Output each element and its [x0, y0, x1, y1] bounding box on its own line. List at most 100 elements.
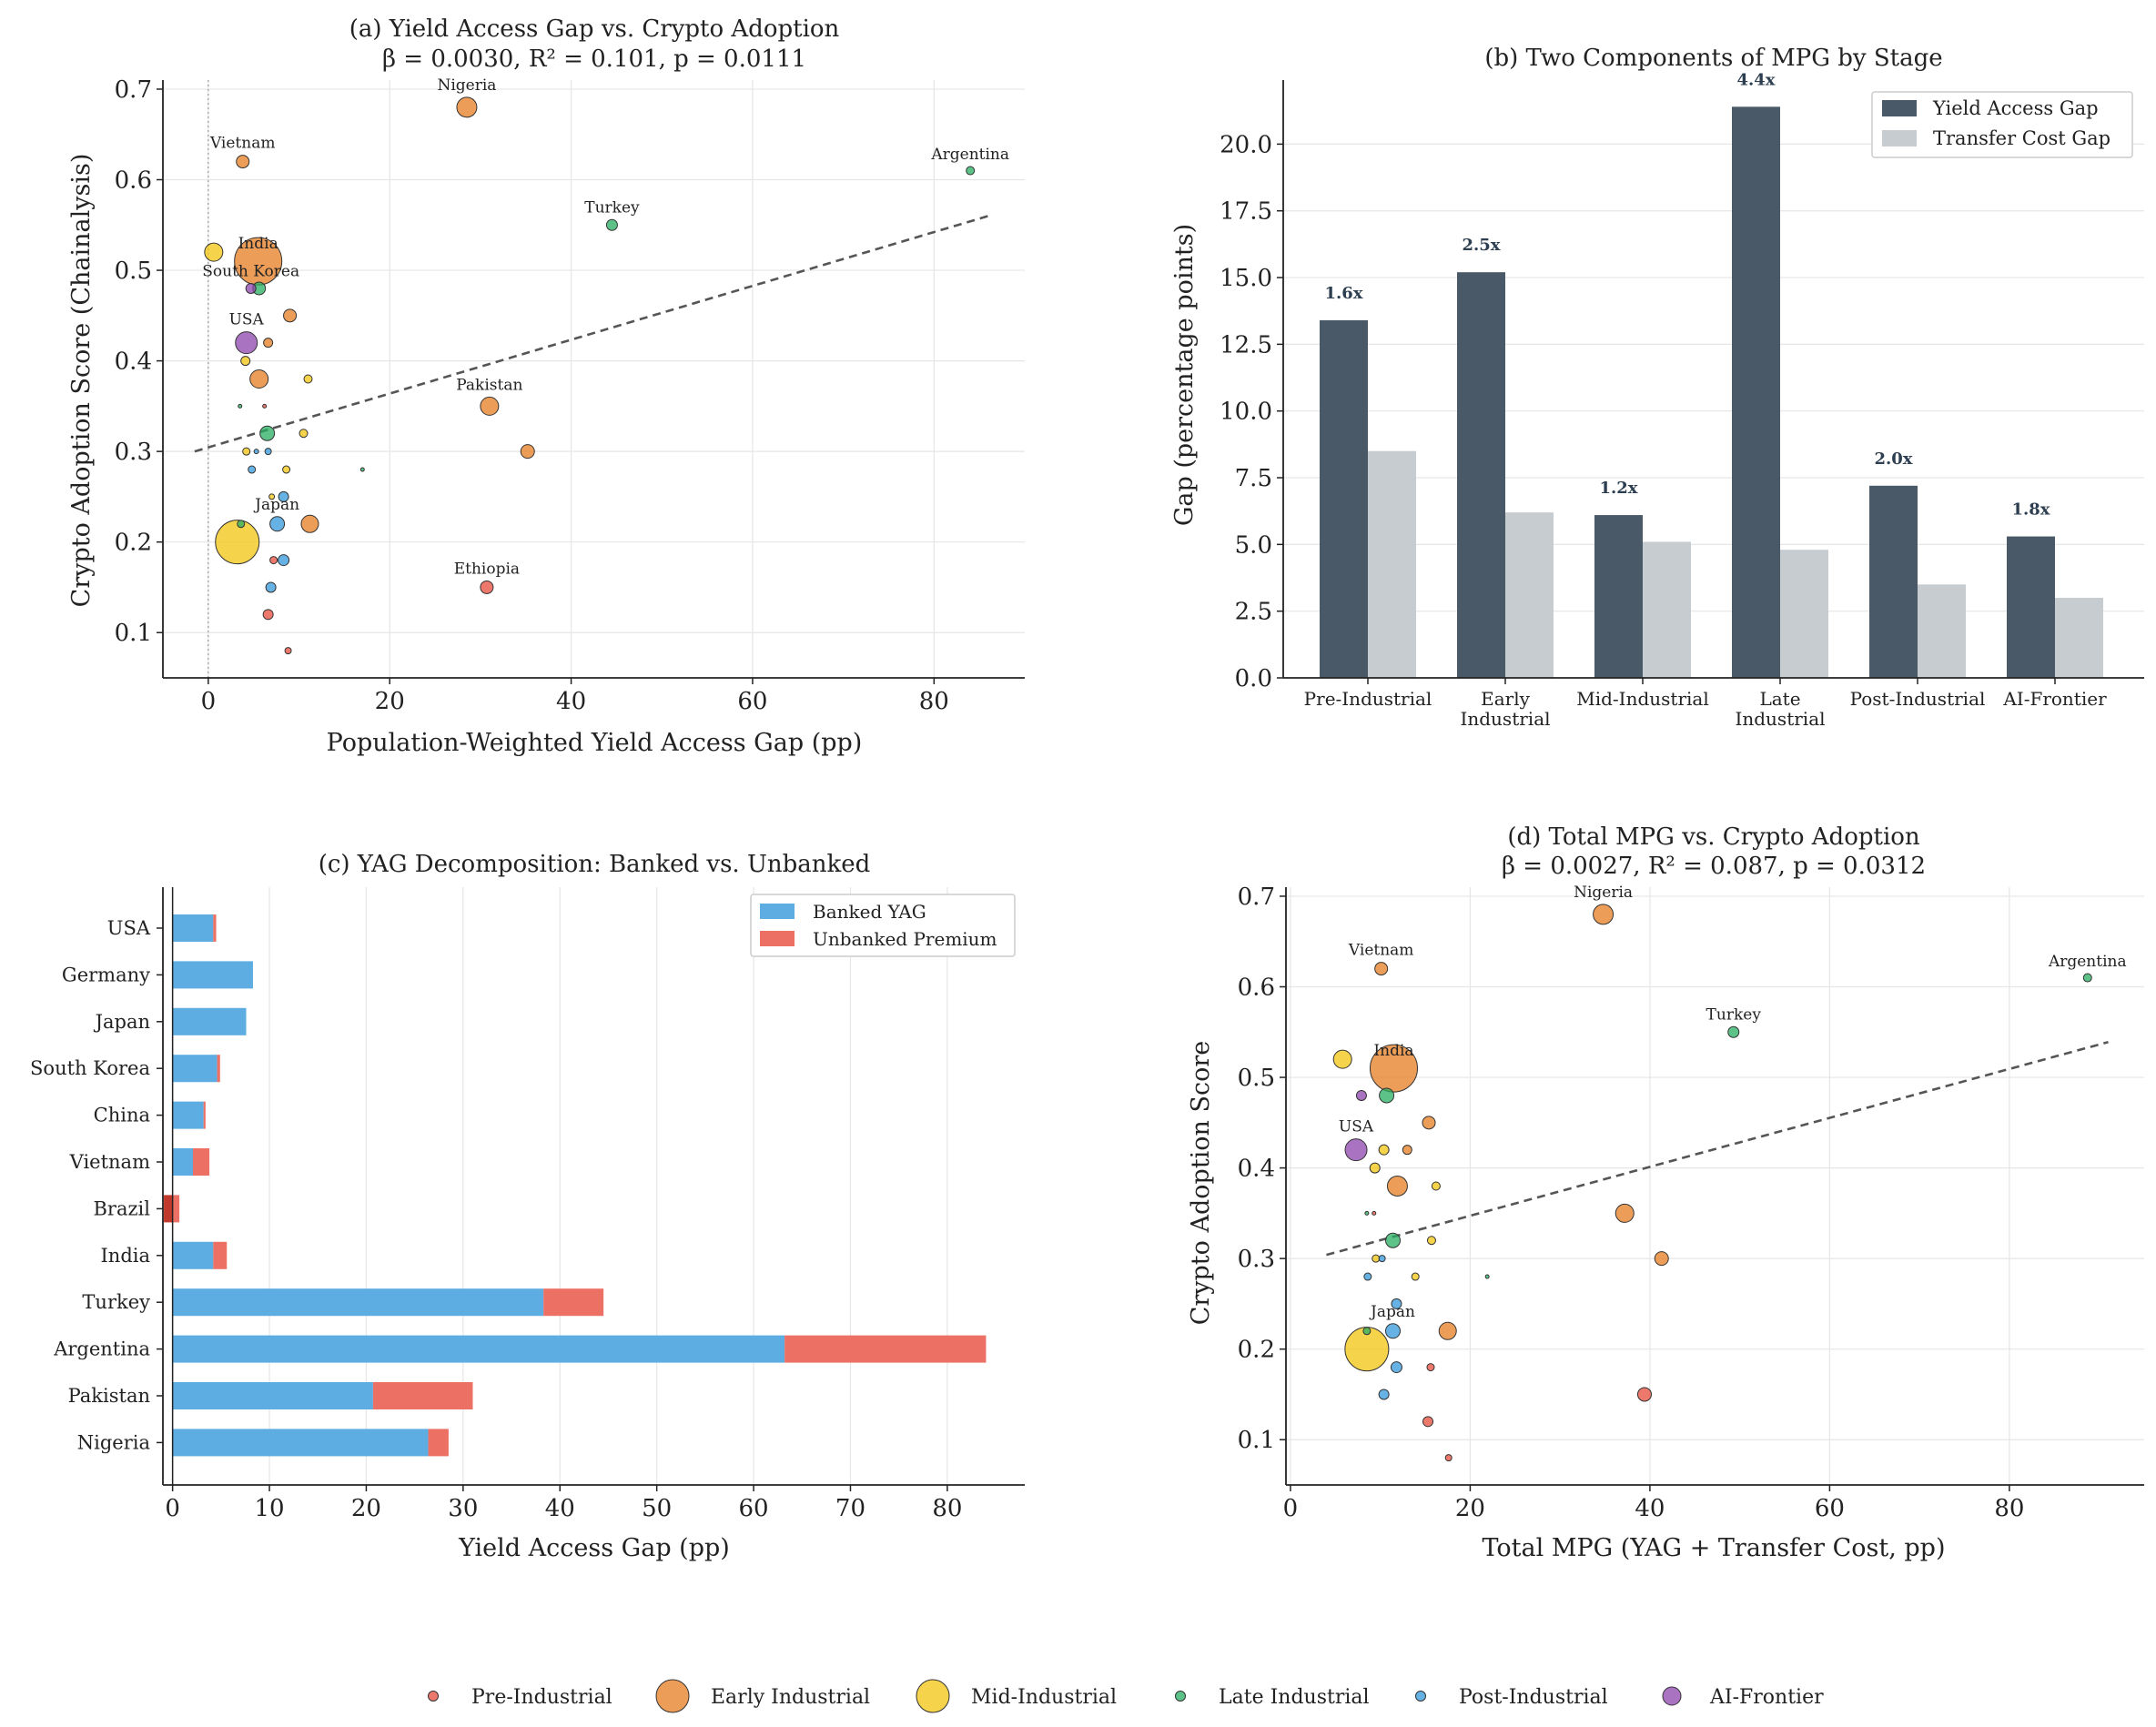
bar-banked-yag-india — [172, 1241, 214, 1269]
point-pakistan — [480, 396, 500, 416]
y-tick-label: 0.3 — [1238, 1246, 1275, 1273]
bar-banked-yag-pakistan — [172, 1382, 373, 1409]
point-late-industrial — [1364, 1210, 1370, 1216]
y-tick-label: South Korea — [30, 1057, 150, 1079]
point-india — [1369, 1044, 1418, 1093]
y-tick-label: 17.5 — [1220, 198, 1272, 226]
point-label-turkey: Turkey — [1706, 1005, 1762, 1024]
panel-d: (d) Total MPG vs. Crypto Adoption β = 0.… — [1187, 823, 2144, 1562]
point-pre-industrial — [1636, 1387, 1652, 1402]
y-tick-label: 0.5 — [115, 258, 152, 285]
point-usa — [235, 331, 258, 355]
y-tick-label: USA — [107, 917, 151, 939]
point-pre-industrial — [1372, 1210, 1377, 1216]
y-tick-label: 0.4 — [1238, 1156, 1275, 1183]
y-tick-label: 0.0 — [1235, 665, 1272, 692]
point-turkey — [605, 218, 618, 231]
y-tick-label: 0.2 — [115, 530, 152, 557]
y-tick-label: 15.0 — [1220, 265, 1272, 292]
point-label-south-korea: South Korea — [202, 262, 299, 280]
panel-c-title: (c) YAG Decomposition: Banked vs. Unbank… — [319, 851, 871, 878]
legend-label-transfer-cost-gap: Transfer Cost Gap — [1933, 127, 2110, 149]
panel-d-subtitle: β = 0.0027, R² = 0.087, p = 0.0312 — [1502, 853, 1926, 880]
panel-a-title: (a) Yield Access Gap vs. Crypto Adoption — [349, 15, 840, 43]
ratio-label-post-industrial: 2.0x — [1874, 449, 1912, 469]
bar-yield-access-gap-early-industrial — [1457, 272, 1505, 678]
legend-label-early-industrial: Early Industrial — [711, 1686, 870, 1709]
point-label-turkey: Turkey — [584, 198, 640, 217]
x-tick-label: 10 — [254, 1495, 284, 1522]
panel-b-title: (b) Two Components of MPG by Stage — [1484, 45, 1942, 72]
point-late-industrial — [237, 520, 246, 529]
legend-label-ai-frontier: AI-Frontier — [1709, 1686, 1824, 1709]
point-post-industrial — [1390, 1361, 1402, 1374]
y-tick-label: 7.5 — [1235, 465, 1272, 492]
ratio-label-late-industrial: 4.4x — [1736, 70, 1775, 89]
y-tick-label: China — [94, 1105, 150, 1126]
point-mid-industrial — [299, 429, 309, 439]
point-post-industrial — [265, 581, 277, 593]
legend-marker-post-industrial — [1415, 1691, 1426, 1702]
trend-line — [194, 215, 989, 453]
point-post-industrial — [1391, 1298, 1402, 1309]
y-tick-label: 0.5 — [1238, 1065, 1275, 1092]
point-argentina — [2082, 973, 2092, 983]
y-tick-label: 0.3 — [115, 439, 152, 466]
point-mid-industrial — [215, 520, 260, 565]
bar-yield-access-gap-ai-frontier — [2007, 536, 2055, 678]
bar-unbanked-premium-nigeria — [428, 1429, 449, 1457]
x-tick-label: 80 — [1994, 1495, 2024, 1522]
point-pre-industrial — [1444, 1454, 1453, 1462]
bar-yield-access-gap-mid-industrial — [1594, 515, 1643, 678]
point-label-ethiopia: Ethiopia — [454, 560, 520, 578]
point-early-industrial — [249, 369, 269, 389]
y-tick-label: Argentina — [53, 1338, 150, 1360]
point-nigeria — [456, 96, 478, 118]
bar-unbanked-premium-turkey — [543, 1288, 604, 1317]
bar-yield-access-gap-pre-industrial — [1320, 319, 1368, 678]
x-tick-label: 40 — [545, 1495, 575, 1522]
point-label-japan: Japan — [253, 496, 299, 514]
x-tick-label: Pre-Industrial — [1304, 688, 1432, 710]
panel-d-xlabel: Total MPG (YAG + Transfer Cost, pp) — [1482, 1534, 1945, 1562]
point-pre-industrial — [262, 609, 274, 621]
point-mid-industrial — [240, 356, 251, 367]
point-south-korea — [245, 282, 257, 294]
point-mid-industrial — [1411, 1272, 1420, 1281]
point-label-usa: USA — [1339, 1118, 1374, 1136]
x-tick-label: 20 — [351, 1495, 381, 1522]
point-post-industrial — [1378, 1255, 1386, 1263]
ratio-label-mid-industrial: 1.2x — [1599, 479, 1637, 498]
point-early-industrial — [1402, 1145, 1412, 1156]
y-tick-label: 0.1 — [115, 620, 152, 647]
point-mid-industrial — [1431, 1181, 1441, 1191]
point-label-nigeria: Nigeria — [1574, 884, 1633, 902]
x-tick-label: Late — [1759, 688, 1800, 710]
point-early-industrial — [283, 308, 298, 323]
y-tick-label: 0.7 — [115, 76, 152, 104]
point-early-industrial — [1614, 1203, 1635, 1223]
point-late-industrial — [1362, 1327, 1372, 1336]
x-tick-label: 20 — [375, 688, 405, 715]
panel-c: (c) YAG Decomposition: Banked vs. Unbank… — [30, 851, 1025, 1562]
bar-negative-brazil — [164, 1195, 173, 1223]
bar-unbanked-premium-usa — [213, 914, 217, 942]
x-tick-label: AI-Frontier — [2002, 688, 2107, 710]
panel-a-subtitle: β = 0.0030, R² = 0.101, p = 0.0111 — [382, 45, 806, 73]
x-tick-label: 0 — [201, 688, 217, 715]
bar-unbanked-premium-south-korea — [217, 1055, 220, 1083]
point-vietnam — [1374, 962, 1389, 976]
x-tick-label: 20 — [1455, 1495, 1485, 1522]
bar-banked-yag-japan — [172, 1007, 247, 1035]
legend-swatch-transfer-cost-gap — [1882, 130, 1917, 146]
bar-banked-yag-vietnam — [172, 1148, 193, 1176]
point-early-industrial — [520, 444, 535, 460]
point-label-vietnam: Vietnam — [1348, 942, 1414, 960]
legend-label-banked-yag: Banked YAG — [813, 901, 926, 923]
y-tick-label: Turkey — [82, 1291, 150, 1313]
bar-transfer-cost-gap-pre-industrial — [1368, 450, 1416, 678]
panel-c-xlabel: Yield Access Gap (pp) — [458, 1534, 730, 1562]
point-pre-industrial — [262, 403, 268, 409]
legend-label-mid-industrial: Mid-Industrial — [971, 1686, 1117, 1709]
